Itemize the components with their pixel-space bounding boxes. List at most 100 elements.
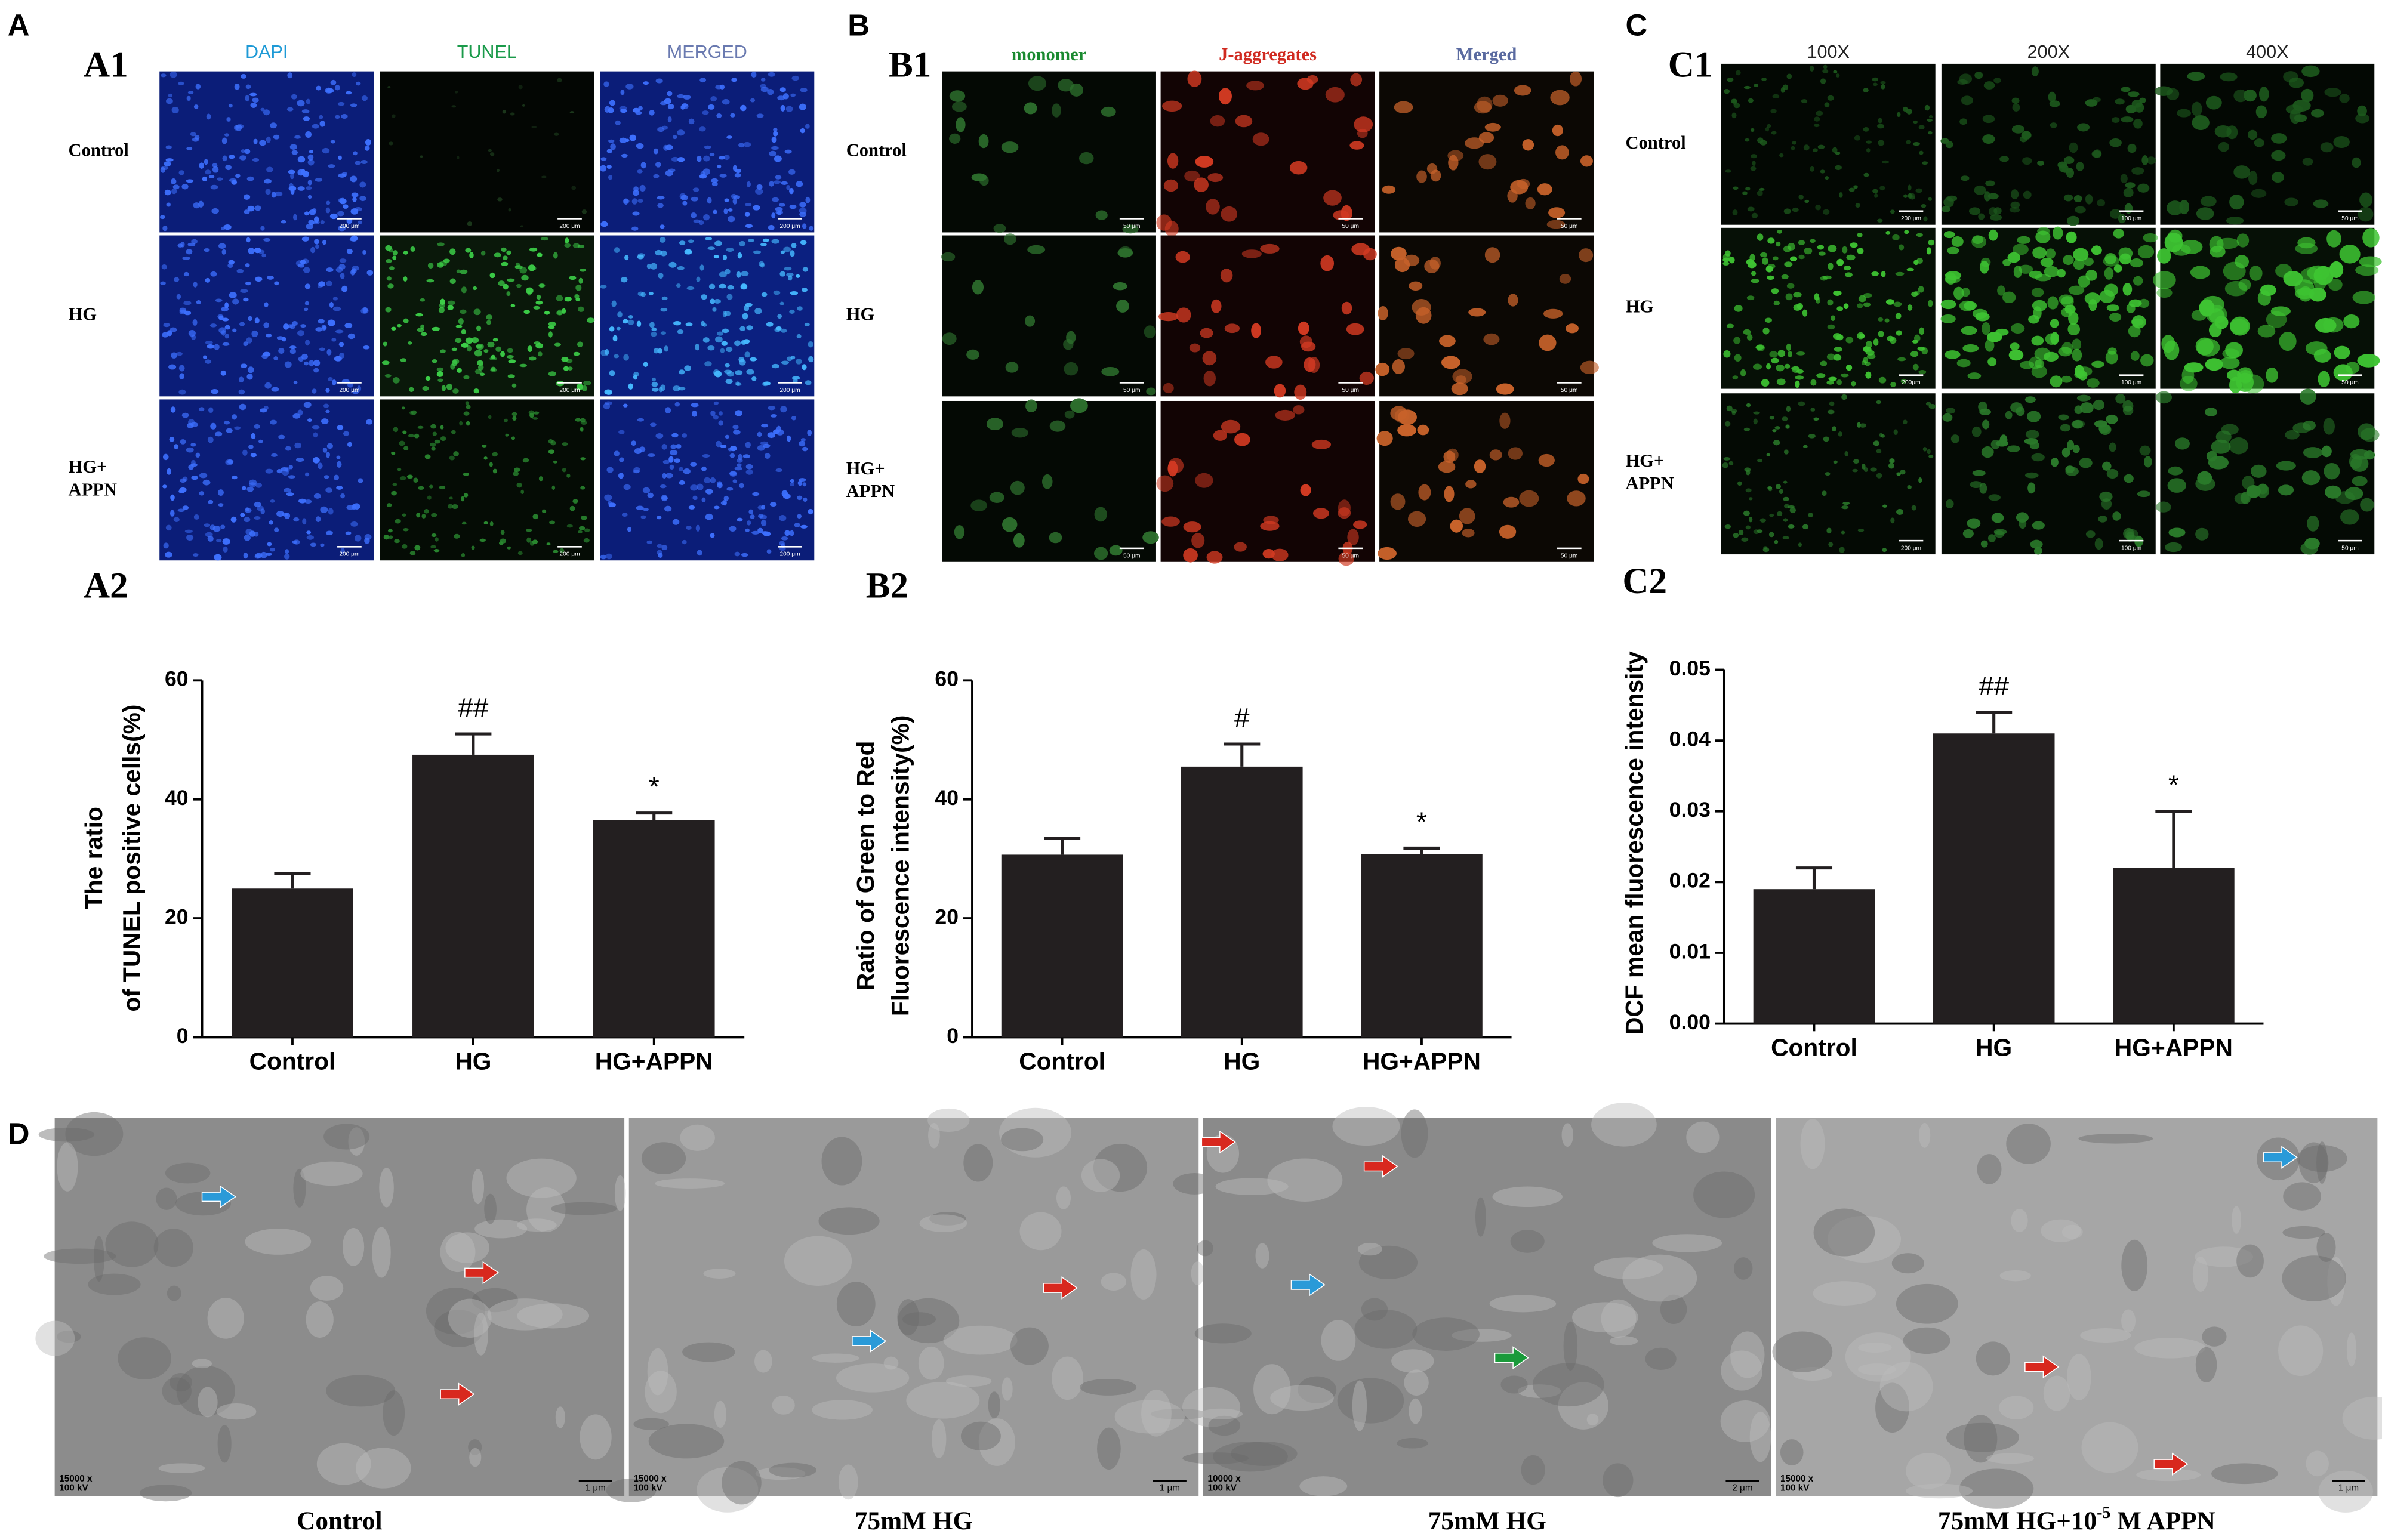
cell: [297, 156, 306, 163]
cell: [657, 544, 662, 548]
organelle: [1056, 1186, 1071, 1209]
cell: [1828, 263, 1834, 270]
cell: [340, 493, 346, 499]
cell: [292, 540, 298, 544]
cell: [402, 513, 406, 517]
cell: [769, 150, 777, 157]
cell: [541, 509, 547, 514]
cell: [1759, 187, 1765, 191]
organelle: [342, 1227, 365, 1266]
cell: [611, 300, 617, 307]
cell: [780, 406, 787, 413]
cell: [1887, 335, 1894, 342]
cell: [1751, 271, 1757, 276]
cell: [300, 260, 306, 264]
cell: [427, 495, 432, 500]
cell: [1722, 462, 1729, 468]
cell: [2010, 201, 2020, 209]
cell: [631, 198, 637, 205]
cell: [1874, 193, 1878, 198]
cell: [1918, 286, 1924, 293]
cell: [507, 278, 515, 282]
cell: [1271, 548, 1289, 561]
organelle: [1475, 1197, 1486, 1237]
cell: [1732, 375, 1739, 380]
cell: [351, 192, 359, 197]
cell: [1918, 369, 1927, 374]
cell: [1960, 175, 1970, 181]
cell: [1241, 249, 1262, 258]
cell: [1156, 475, 1174, 492]
row-label: HG: [69, 304, 97, 324]
organelle: [1010, 1327, 1049, 1365]
cell: [697, 483, 704, 490]
cell: [230, 516, 237, 523]
cell: [254, 516, 261, 520]
cell: [245, 507, 250, 511]
cell: [701, 466, 707, 471]
cell: [735, 381, 740, 386]
organelle: [1609, 1336, 1638, 1346]
organelle: [1215, 1178, 1289, 1195]
cell: [461, 553, 466, 557]
cell: [1094, 507, 1107, 522]
cell: [427, 263, 434, 269]
cell: [781, 490, 788, 497]
cell: [2175, 437, 2190, 450]
cell: [1727, 77, 1734, 82]
cell: [176, 294, 181, 300]
cell: [1993, 207, 2002, 215]
cell: [1810, 239, 1816, 243]
organelle: [2346, 1332, 2357, 1367]
cell: [1961, 288, 1970, 297]
cell: [2110, 209, 2121, 219]
cell: [662, 459, 670, 464]
cell: [316, 85, 321, 91]
cell: [1745, 138, 1750, 142]
organelle: [165, 1162, 211, 1184]
cell: [667, 103, 674, 110]
cell: [246, 237, 251, 243]
cell: [181, 184, 189, 190]
cell: [177, 243, 183, 248]
cell: [522, 458, 529, 463]
cell: [436, 367, 443, 372]
cell: [1146, 387, 1156, 396]
cell: [254, 205, 261, 211]
cell: [421, 514, 426, 519]
cell: [529, 412, 534, 418]
x-tick-label: HG+APPN: [1363, 1048, 1481, 1075]
cell: [2094, 538, 2103, 550]
cell: [202, 176, 208, 182]
cell: [2002, 291, 2016, 304]
cell: [1889, 458, 1895, 464]
cell: [1580, 155, 1593, 167]
cell: [748, 238, 754, 243]
cell: [337, 461, 342, 468]
cell: [202, 355, 208, 359]
cell: [190, 443, 196, 447]
cell: [1569, 71, 1582, 87]
organelle: [1451, 1329, 1512, 1342]
organelle: [722, 1461, 762, 1505]
cell: [1724, 89, 1730, 94]
cell: [2200, 196, 2217, 207]
x-tick-label: HG+APPN: [2115, 1034, 2233, 1061]
organelle: [1986, 1453, 2034, 1464]
scale-bar-label: 50 μm: [2341, 215, 2358, 222]
cell: [704, 145, 711, 149]
cell: [797, 306, 803, 311]
cell: [557, 78, 562, 82]
cell: [609, 326, 615, 332]
cell: [1804, 199, 1810, 203]
cell: [794, 523, 800, 527]
cell: [661, 125, 668, 130]
cell: [633, 189, 639, 196]
cell: [1892, 234, 1900, 240]
cell: [271, 453, 278, 457]
cell: [465, 337, 473, 344]
cell: [640, 292, 646, 297]
organelle: [645, 1371, 677, 1414]
cell: [556, 295, 563, 301]
cell: [458, 317, 464, 325]
